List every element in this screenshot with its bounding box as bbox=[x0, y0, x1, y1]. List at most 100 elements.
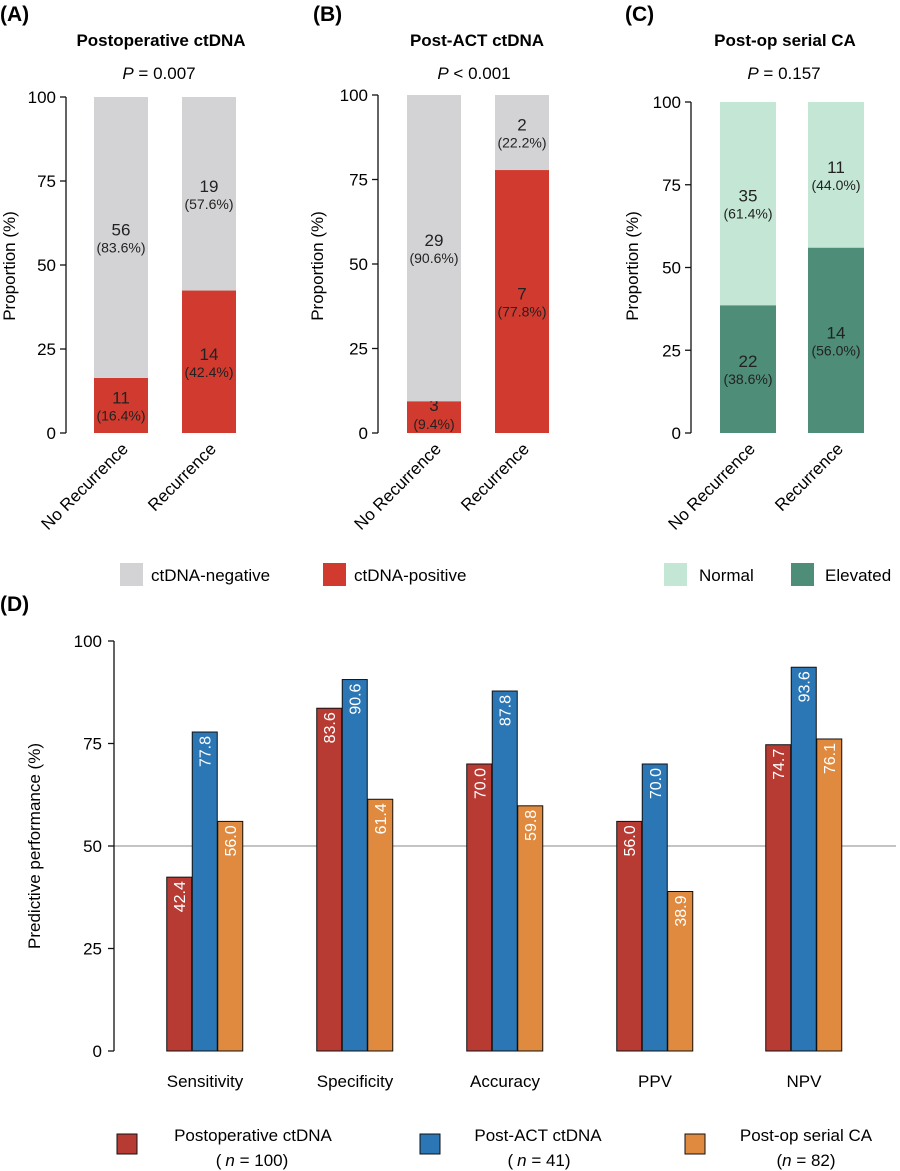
y-tick-label: 25 bbox=[37, 340, 56, 359]
legend-d: Postoperative ctDNA (n = 100) Post-ACT c… bbox=[116, 1126, 873, 1170]
bar-normal-no-recurrence bbox=[720, 102, 776, 306]
bar-percent-label: (38.6%) bbox=[723, 371, 772, 387]
x-category-label: Recurrence bbox=[771, 439, 847, 515]
y-tick-label: 100 bbox=[28, 88, 56, 107]
n-value: = 100) bbox=[235, 1151, 288, 1170]
y-tick-label: 50 bbox=[37, 256, 56, 275]
panel-label-d: (D) bbox=[0, 593, 29, 616]
bar-post-act-ctdna-ppv bbox=[641, 763, 668, 1052]
panel-b-pvalue: P < 0.001 bbox=[437, 64, 510, 83]
bar-value-label: 90.6 bbox=[348, 683, 365, 714]
pvalue-text: = 0.157 bbox=[759, 64, 821, 83]
panel-a-plot: 0 25 50 75 100 11(16.4%) 56(83.6%) No Recurrenc… bbox=[28, 88, 236, 534]
y-tick-label: 25 bbox=[349, 340, 368, 359]
y-tick-label: 100 bbox=[74, 632, 102, 651]
bar-ctdna-positive-recurrence bbox=[182, 290, 236, 433]
legend-label-post-act-ctdna: Post-ACT ctDNA bbox=[474, 1126, 602, 1145]
panel-c-plot: 0 25 50 75 100 22(38.6%) 35(61.4%) No Recurrenc… bbox=[653, 93, 864, 534]
y-tick-label: 0 bbox=[93, 1042, 102, 1061]
bar-value-label: 42.4 bbox=[172, 881, 189, 912]
legend-swatch-elevated bbox=[791, 563, 814, 586]
y-tick-label: 50 bbox=[662, 259, 681, 278]
y-tick-label: 100 bbox=[653, 93, 681, 112]
panel-d-ylabel: Predictive performance (%) bbox=[25, 743, 44, 949]
bar-ctdna-negative-no-recurrence bbox=[407, 95, 461, 402]
legend-n-post-op-serial-ca: (n = 82) bbox=[776, 1151, 835, 1170]
y-tick-label: 75 bbox=[83, 735, 102, 754]
bar-percent-label: (16.4%) bbox=[96, 407, 145, 423]
bar-value-label: 56.0 bbox=[223, 825, 240, 856]
bar-post-op-serial-ca-specificity bbox=[367, 798, 394, 1052]
bar-value-label: 70.0 bbox=[648, 768, 665, 799]
panel-b-ylabel: Proportion (%) bbox=[308, 211, 327, 321]
bar-ctdna-positive-no-recurrence bbox=[407, 401, 461, 433]
bar-ctdna-negative-recurrence bbox=[182, 97, 236, 291]
x-category-label: No Recurrence bbox=[351, 439, 445, 533]
bar-count-label: 22 bbox=[739, 352, 758, 371]
bar-value-label: 93.6 bbox=[797, 671, 814, 702]
bar-count-label: 35 bbox=[739, 187, 758, 206]
panel-a-pvalue: P = 0.007 bbox=[122, 64, 195, 83]
legend-label-normal: Normal bbox=[699, 566, 754, 585]
bar-ctdna-positive-recurrence bbox=[495, 170, 549, 433]
legend-label-postoperative-ctdna: Postoperative ctDNA bbox=[174, 1126, 332, 1145]
legend-label-elevated: Elevated bbox=[825, 566, 891, 585]
bar-value-label: 76.1 bbox=[822, 743, 839, 774]
x-category-label: Recurrence bbox=[144, 439, 220, 515]
bar-post-act-ctdna-accuracy bbox=[491, 690, 518, 1052]
legend-swatch-postoperative-ctdna bbox=[116, 1133, 138, 1155]
panel-a-ylabel: Proportion (%) bbox=[0, 211, 19, 321]
legend-n-post-act-ctdna: (n = 41) bbox=[507, 1151, 570, 1170]
y-tick-label: 0 bbox=[672, 424, 681, 443]
panel-b-title: Post-ACT ctDNA bbox=[410, 31, 544, 50]
legend-ab: ctDNA-negative ctDNA-positive bbox=[120, 563, 466, 586]
legend-label-ctdna-positive: ctDNA-positive bbox=[354, 566, 466, 585]
bar-value-label: 87.8 bbox=[498, 695, 515, 726]
x-category-label: Sensitivity bbox=[167, 1072, 244, 1091]
x-category-label: No Recurrence bbox=[38, 439, 132, 533]
n-symbol: n bbox=[225, 1151, 234, 1170]
n-value: = 82) bbox=[792, 1151, 836, 1170]
bar-count-label: 14 bbox=[827, 323, 846, 342]
bar-post-op-serial-ca-sensitivity bbox=[217, 820, 244, 1052]
bar-percent-label: (42.4%) bbox=[184, 364, 233, 380]
bar-percent-label: (83.6%) bbox=[96, 239, 145, 255]
bar-percent-label: (9.4%) bbox=[413, 416, 454, 432]
panel-label-b: (B) bbox=[313, 3, 342, 26]
bar-count-label: 11 bbox=[112, 388, 130, 407]
bar-count-label: 2 bbox=[517, 116, 526, 135]
x-category-label: NPV bbox=[787, 1072, 823, 1091]
bar-count-label: 11 bbox=[827, 158, 845, 177]
bar-postoperative-ctdna-ppv bbox=[616, 820, 643, 1052]
bar-postoperative-ctdna-accuracy bbox=[466, 763, 493, 1052]
bar-post-op-serial-ca-npv bbox=[816, 738, 843, 1052]
x-category-label: Specificity bbox=[317, 1072, 394, 1091]
bar-percent-label: (61.4%) bbox=[723, 206, 772, 222]
legend-label-ctdna-negative: ctDNA-negative bbox=[151, 566, 270, 585]
bar-post-act-ctdna-sensitivity bbox=[191, 731, 218, 1052]
bar-post-act-ctdna-npv bbox=[790, 666, 817, 1052]
bar-percent-label: (77.8%) bbox=[497, 304, 546, 320]
bar-value-label: 83.6 bbox=[322, 712, 339, 743]
bar-elevated-recurrence bbox=[808, 247, 864, 433]
y-tick-label: 50 bbox=[349, 255, 368, 274]
panel-label-c: (C) bbox=[625, 3, 654, 26]
bar-value-label: 70.0 bbox=[472, 768, 489, 799]
bar-value-label: 61.4 bbox=[373, 803, 390, 834]
legend-c: Normal Elevated bbox=[664, 563, 891, 586]
bar-elevated-no-recurrence bbox=[720, 305, 776, 433]
bar-count-label: 14 bbox=[200, 345, 219, 364]
y-tick-label: 75 bbox=[662, 176, 681, 195]
x-category-label: Recurrence bbox=[457, 439, 533, 515]
bar-value-label: 59.8 bbox=[523, 810, 540, 841]
legend-n-postoperative-ctdna: (n = 100) bbox=[216, 1151, 289, 1170]
pvalue-text: < 0.001 bbox=[449, 64, 511, 83]
pvalue-text: = 0.007 bbox=[134, 64, 196, 83]
bar-percent-label: (90.6%) bbox=[409, 250, 458, 266]
pvalue-symbol: P bbox=[437, 64, 449, 83]
bar-percent-label: (44.0%) bbox=[811, 177, 860, 193]
bar-percent-label: (22.2%) bbox=[497, 135, 546, 151]
bar-percent-label: (56.0%) bbox=[811, 342, 860, 358]
bar-post-act-ctdna-specificity bbox=[341, 679, 368, 1052]
